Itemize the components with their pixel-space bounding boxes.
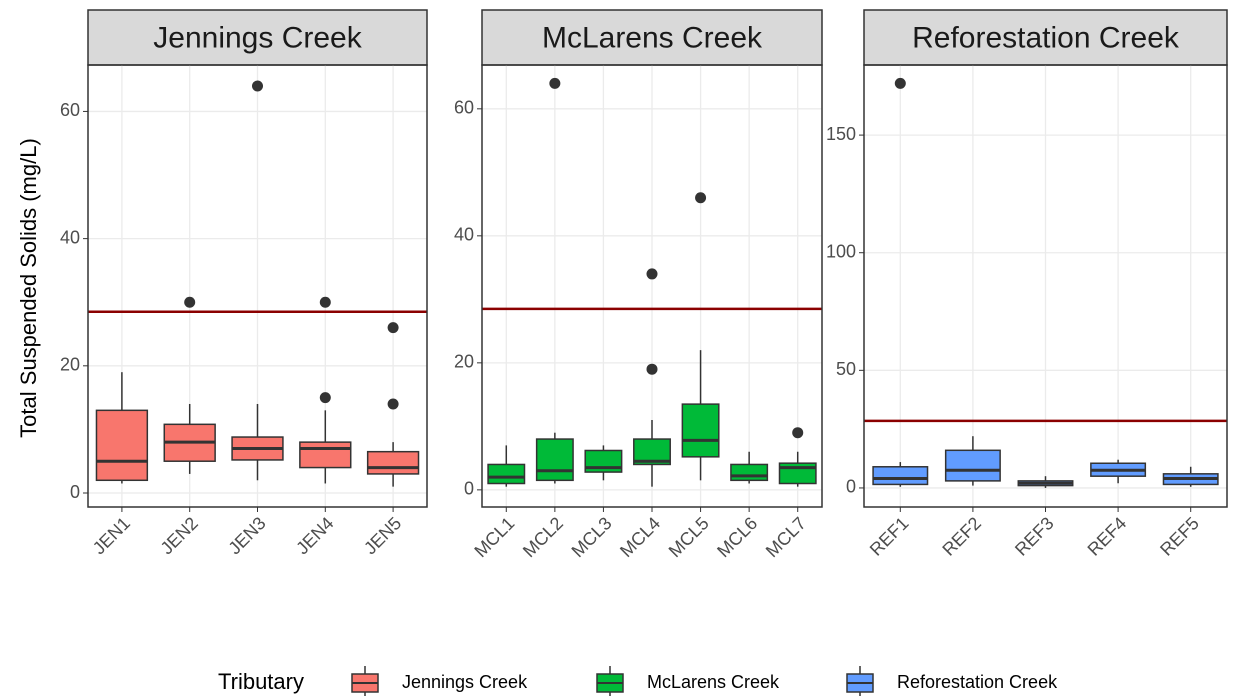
box: [872, 466, 929, 486]
legend-label: McLarens Creek: [647, 672, 780, 692]
y-tick-label: 40: [60, 227, 80, 247]
legend-title: Tributary: [218, 669, 304, 694]
facet-title: McLarens Creek: [542, 21, 763, 54]
x-tick-label: JEN1: [89, 513, 134, 558]
y-tick-label: 100: [826, 241, 856, 261]
x-tick-label: REF5: [1156, 513, 1203, 560]
x-tick-label: JEN4: [292, 513, 337, 558]
box: [535, 438, 574, 482]
y-tick-label: 0: [70, 482, 80, 502]
outlier: [646, 363, 658, 375]
y-tick-label: 50: [836, 359, 856, 379]
x-tick-label: REF4: [1084, 513, 1131, 560]
panel-border: [863, 64, 1228, 508]
y-tick-label: 20: [60, 355, 80, 375]
box: [681, 403, 720, 458]
facet-title: Reforestation Creek: [912, 21, 1180, 54]
x-tick-label: MCL6: [713, 513, 761, 561]
y-tick-label: 0: [846, 477, 856, 497]
strip: [87, 9, 428, 66]
y-axis-label: Total Suspended Solids (mg/L): [16, 138, 41, 438]
panel-border: [481, 64, 823, 508]
outlier: [184, 296, 196, 308]
legend-label: Jennings Creek: [402, 672, 528, 692]
panel-border: [87, 64, 428, 508]
x-tick-label: MCL4: [616, 513, 664, 561]
outlier: [319, 392, 331, 404]
box: [366, 450, 420, 475]
y-tick-label: 150: [826, 124, 856, 144]
y-tick-label: 0: [464, 479, 474, 499]
x-tick-label: MCL1: [470, 513, 518, 561]
box: [299, 441, 352, 469]
outlier: [695, 192, 707, 204]
x-tick-label: MCL2: [519, 513, 567, 561]
outlier: [387, 322, 399, 334]
x-tick-label: MCL7: [762, 513, 810, 561]
outlier: [894, 77, 906, 89]
box: [730, 463, 769, 482]
outlier: [549, 77, 561, 89]
outlier: [646, 268, 658, 280]
x-tick-label: JEN5: [360, 513, 405, 558]
x-tick-label: REF2: [938, 513, 985, 560]
y-tick-label: 60: [454, 98, 474, 118]
y-tick-label: 20: [454, 352, 474, 372]
x-tick-label: REF3: [1011, 513, 1058, 560]
x-tick-label: JEN3: [224, 513, 269, 558]
box: [944, 449, 1001, 482]
legend-label: Reforestation Creek: [897, 672, 1058, 692]
x-tick-label: JEN2: [157, 513, 202, 558]
outlier: [387, 398, 399, 410]
facet-title: Jennings Creek: [153, 21, 362, 54]
x-tick-label: MCL3: [568, 513, 616, 561]
outlier: [319, 296, 331, 308]
x-tick-label: REF1: [866, 513, 913, 560]
y-tick-label: 60: [60, 100, 80, 120]
box: [95, 409, 149, 482]
x-tick-label: MCL5: [665, 513, 713, 561]
box: [487, 463, 526, 485]
y-tick-label: 40: [454, 225, 474, 245]
outlier: [792, 427, 804, 439]
strip: [863, 9, 1228, 66]
outlier: [252, 80, 263, 92]
